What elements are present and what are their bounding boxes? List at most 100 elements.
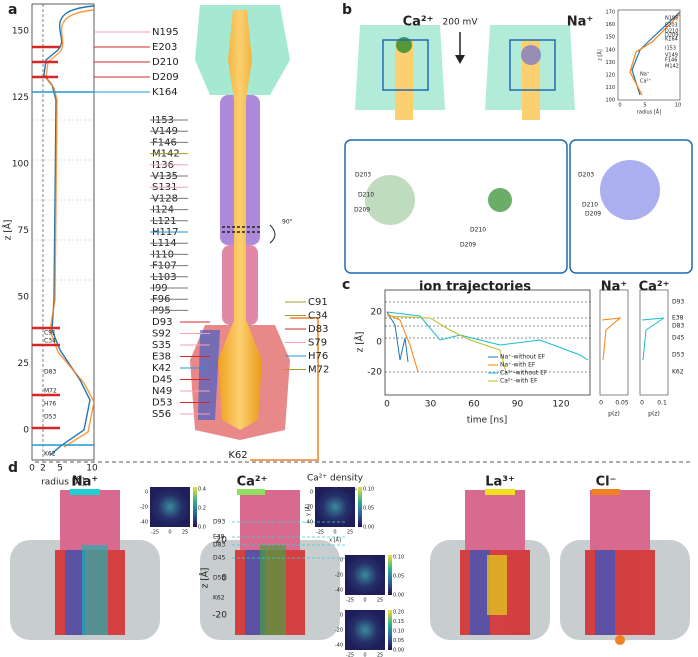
tick-label: 0.05 <box>615 400 629 407</box>
axis-label: time [ns] <box>467 416 508 426</box>
residue-label: N195 <box>152 27 179 38</box>
colorbar-label: 0.10 <box>393 555 404 561</box>
tick-label: 0 <box>145 490 148 496</box>
residue-label: D209 <box>152 72 179 83</box>
residue-label: D210 <box>665 29 678 35</box>
residue-label: K62 <box>672 369 684 376</box>
residue-label: N195 <box>665 16 678 22</box>
residue-label: K164 <box>665 37 678 43</box>
residue-label: D83 <box>672 323 684 330</box>
residue-label: D45 <box>152 375 172 386</box>
residue-label: D209 <box>665 33 678 39</box>
residue-label: S56 <box>152 409 171 420</box>
tick-label: 100 <box>605 98 615 104</box>
residue-label: E38 <box>152 352 171 363</box>
tick-label: 0 <box>340 558 343 564</box>
legend-entry: Ca²⁺ <box>640 79 652 85</box>
residue-label: K62 <box>44 451 56 458</box>
axis-label: z [Å] <box>199 568 211 589</box>
tick-label: 10 <box>86 464 98 474</box>
tick-label: 20 <box>371 308 383 318</box>
tick-label: 0 <box>310 490 313 496</box>
tick-label: 2 <box>40 464 46 474</box>
residue-label: C91 <box>308 297 328 308</box>
tick-label: 0 <box>363 653 366 657</box>
tick-label: 0 <box>23 426 29 436</box>
tick-label: 0 <box>376 338 382 348</box>
axis-label: y [Å] <box>305 504 312 516</box>
ion-label: Cl⁻ <box>596 475 617 490</box>
residue-label: D209 <box>460 242 476 249</box>
residue-label: K62 <box>228 450 247 461</box>
tick-label: -20 <box>367 368 382 378</box>
panel-label: a <box>8 2 17 18</box>
residue-label: K42 <box>152 363 171 374</box>
ion-label: Ca²⁺ <box>237 475 268 490</box>
tick-label: -20 <box>140 505 148 511</box>
residue-label: E38 <box>672 315 684 322</box>
tick-label: 100 <box>12 160 29 170</box>
residue-label: D210 <box>358 192 374 199</box>
residue-label: D203 <box>355 172 371 179</box>
plot-title: ion trajectories <box>419 280 531 295</box>
tick-label: -20 <box>212 611 227 621</box>
residue-label: E203 <box>152 42 177 53</box>
ion-label: La³⁺ <box>485 475 515 490</box>
tick-label: 0 <box>29 464 35 474</box>
residue-label: D53 <box>213 575 225 582</box>
panel-label: c <box>342 277 350 293</box>
tick-label: 20 <box>216 536 228 546</box>
tick-label: 0 <box>618 103 621 109</box>
tick-label: -40 <box>140 520 148 526</box>
tick-label: 0 <box>363 598 366 604</box>
tick-label: 170 <box>605 10 615 16</box>
residue-label: V149 <box>665 53 678 59</box>
tick-label: 30 <box>425 400 437 410</box>
residue-label: D83 <box>44 369 56 376</box>
axis-label: p(z) <box>648 411 660 418</box>
tick-label: 0.1 <box>657 400 667 407</box>
tick-label: 160 <box>605 22 615 28</box>
colorbar-label: 0.20 <box>393 610 404 616</box>
colorbar-label: 0.2 <box>198 506 206 512</box>
legend-entry: Ca²⁺-without EF <box>500 370 548 377</box>
residue-label: M72 <box>44 388 57 395</box>
axis-label: p(z) <box>608 411 620 418</box>
residue-label: N49 <box>152 386 172 397</box>
tick-label: 75 <box>18 226 29 236</box>
residue-label: D210 <box>470 227 486 234</box>
tick-label: 125 <box>12 93 29 103</box>
tick-label: -25 <box>151 530 159 536</box>
tick-label: 0 <box>340 613 343 619</box>
tick-label: -40 <box>305 520 313 526</box>
residue-label: D45 <box>672 335 684 342</box>
tick-label: 0 <box>168 530 171 536</box>
tick-label: 0 <box>384 400 390 410</box>
legend-entry: Na⁺-with EF <box>500 362 536 369</box>
residue-label: D210 <box>582 202 598 209</box>
tick-label: -25 <box>346 653 354 657</box>
residue-label: D53 <box>152 398 172 409</box>
residue-label: M72 <box>308 365 329 376</box>
residue-label: D209 <box>354 207 370 214</box>
axis-label: x [Å] <box>329 537 341 544</box>
tick-label: 150 <box>12 27 29 37</box>
tick-label: 120 <box>605 73 615 79</box>
residue-label: D53 <box>44 414 56 421</box>
ion-label: Ca²⁺ <box>639 280 670 295</box>
residue-label: D210 <box>152 57 179 68</box>
tick-label: 10 <box>675 103 681 109</box>
legend-entry: Na⁺-without EF <box>500 354 546 361</box>
tick-label: 25 <box>18 359 29 369</box>
tick-label: 5 <box>643 103 646 109</box>
tick-label: 60 <box>468 400 480 410</box>
colorbar-label: 0.15 <box>393 619 404 625</box>
residue-label: D53 <box>672 352 684 359</box>
tick-label: -20 <box>305 505 313 511</box>
axis-label: z [Å] <box>2 220 14 241</box>
tick-label: 150 <box>605 35 615 41</box>
tick-label: 0 <box>599 400 603 407</box>
tick-label: -20 <box>335 573 343 579</box>
